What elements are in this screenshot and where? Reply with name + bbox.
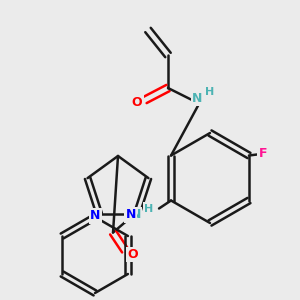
- Text: N: N: [192, 92, 202, 104]
- Text: O: O: [132, 97, 142, 110]
- Text: N: N: [131, 208, 141, 221]
- Text: O: O: [128, 248, 138, 261]
- Text: H: H: [144, 203, 154, 214]
- Text: H: H: [206, 87, 214, 97]
- Text: N: N: [90, 209, 101, 222]
- Text: F: F: [259, 147, 267, 160]
- Text: N: N: [126, 208, 136, 221]
